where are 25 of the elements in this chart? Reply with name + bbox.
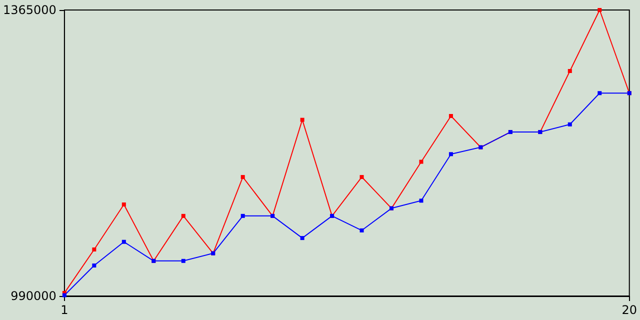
- point: [360, 228, 364, 232]
- point: [240, 214, 245, 218]
- point: [448, 114, 453, 118]
- point: [92, 263, 96, 268]
- point: [568, 122, 572, 126]
- point: [240, 175, 245, 180]
- point: [181, 258, 186, 263]
- y-tick-label: 1365000: [2, 3, 56, 17]
- point: [122, 240, 126, 244]
- point: [448, 152, 453, 156]
- point: [598, 91, 602, 96]
- point: [598, 8, 602, 12]
- point: [300, 118, 304, 122]
- point: [62, 293, 66, 298]
- point: [300, 236, 304, 240]
- x-tick-label: 20: [622, 303, 638, 317]
- point: [419, 198, 424, 203]
- point: [122, 202, 126, 206]
- point: [92, 247, 96, 252]
- point: [419, 160, 424, 164]
- point: [360, 175, 364, 180]
- point: [568, 69, 572, 74]
- y-tick-label: 990000: [10, 289, 56, 303]
- x-tick-label: 1: [60, 303, 68, 317]
- point: [181, 214, 186, 218]
